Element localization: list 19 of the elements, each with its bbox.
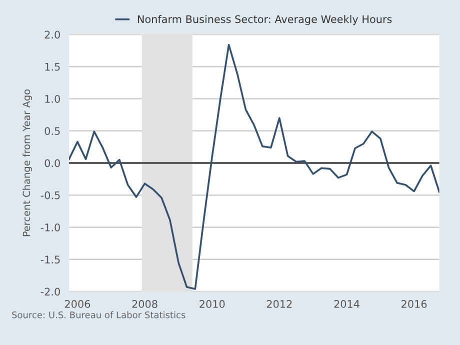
x-tick-label: 2010 [200, 300, 225, 308]
x-tick-label: 2014 [334, 300, 360, 308]
source-note: Source: U.S. Bureau of Labor Statistics [12, 311, 186, 318]
y-tick-label: -2.0 [40, 288, 60, 296]
line-series [69, 44, 440, 290]
x-tick-label: 2012 [266, 300, 292, 308]
y-axis-title: Percent Change from Year Ago [22, 89, 32, 236]
y-tick-label: 0.0 [44, 159, 60, 168]
x-tick-label: 2006 [64, 300, 90, 308]
y-tick-label: 0.5 [44, 127, 60, 135]
y-tick-label: -1.5 [40, 256, 60, 264]
y-tick-label: 1.0 [45, 94, 60, 103]
y-tick-label: -0.5 [40, 191, 60, 200]
y-tick-label: 1.5 [45, 62, 60, 71]
y-tick-label: 2.0 [44, 30, 60, 39]
x-tick-label: 2008 [132, 300, 158, 308]
y-tick-label: -1.0 [40, 223, 60, 232]
legend-label: Nonfarm Business Sector: Average Weekly Hours [138, 15, 392, 26]
x-tick-label: 2016 [402, 300, 427, 308]
